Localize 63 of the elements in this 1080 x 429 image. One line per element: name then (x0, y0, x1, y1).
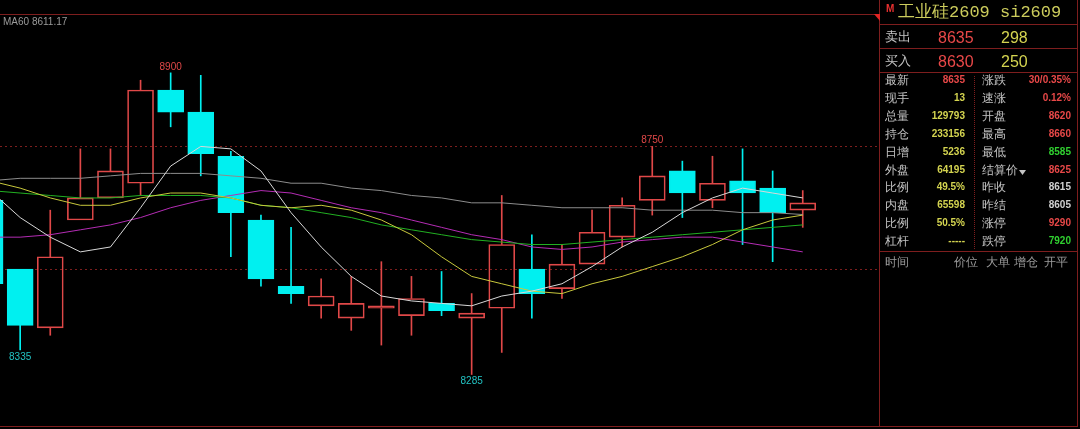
text: 最新 (885, 73, 909, 87)
text: 内盘 (885, 198, 909, 213)
text: 持仓 (885, 126, 909, 141)
text: 日增 (885, 144, 909, 159)
text: 5236 (942, 145, 965, 158)
text: 时间 (885, 255, 909, 269)
text: 30/0.35% (1028, 74, 1071, 86)
candlestick (277, 227, 305, 304)
text: 大单 (986, 255, 1010, 269)
text: 结算价 (982, 162, 1018, 177)
text: 250 (1001, 51, 1028, 71)
text: 298 (1001, 27, 1028, 47)
annotation: 8285 (460, 375, 484, 387)
annotation: MA60 8611.17 (3, 15, 68, 27)
text: 129793 (931, 109, 965, 122)
annotation: 8335 (9, 350, 32, 362)
text: 昨收 (982, 180, 1006, 195)
text: 卖出 (885, 29, 911, 45)
text: 64195 (937, 163, 965, 176)
candlestick (247, 214, 275, 287)
text: 现手 (885, 90, 909, 105)
text: 8615 (1048, 181, 1071, 194)
candlestick (187, 74, 215, 177)
text: 工业硅2609 si2609 (898, 3, 1062, 23)
text: 8630 (938, 51, 974, 71)
text: 外盘 (885, 162, 909, 177)
text: 跌停 (982, 234, 1006, 249)
text: 比例 (885, 216, 909, 231)
text: 最低 (982, 144, 1006, 159)
candlestick (217, 151, 245, 258)
text: 233156 (931, 127, 965, 140)
text: 开盘 (982, 108, 1006, 123)
text: 8605 (1048, 199, 1071, 212)
text: 8620 (1048, 109, 1071, 122)
text: 速涨 (982, 90, 1006, 105)
text: 9290 (1048, 217, 1071, 230)
text: M (886, 2, 895, 15)
text: 价位 (954, 255, 978, 269)
text: 65598 (937, 199, 965, 212)
text: 7920 (1048, 235, 1071, 248)
text: 8585 (1048, 145, 1071, 158)
text: 8635 (938, 27, 974, 47)
text: 50.5% (936, 217, 965, 230)
text: 买入 (885, 53, 911, 69)
text: 最高 (982, 126, 1006, 141)
text: 13 (953, 91, 965, 104)
text: ----- (948, 235, 965, 248)
text: 8635 (942, 74, 965, 86)
text: 昨结 (982, 198, 1006, 213)
text: 0.12% (1042, 91, 1071, 104)
text: 49.5% (936, 181, 965, 194)
text: 涨跌 (982, 73, 1006, 87)
text: 比例 (885, 180, 909, 195)
text: 8660 (1048, 127, 1071, 140)
text: 增仓 (1014, 255, 1038, 269)
annotation: 8900 (159, 60, 183, 72)
annotation: 8750 (641, 134, 664, 146)
text: 涨停 (982, 216, 1006, 231)
candlestick (6, 268, 34, 351)
text: 总量 (885, 108, 909, 123)
text: 8625 (1048, 163, 1071, 176)
text: 杠杆 (885, 234, 909, 249)
text: 开平 (1044, 255, 1068, 269)
